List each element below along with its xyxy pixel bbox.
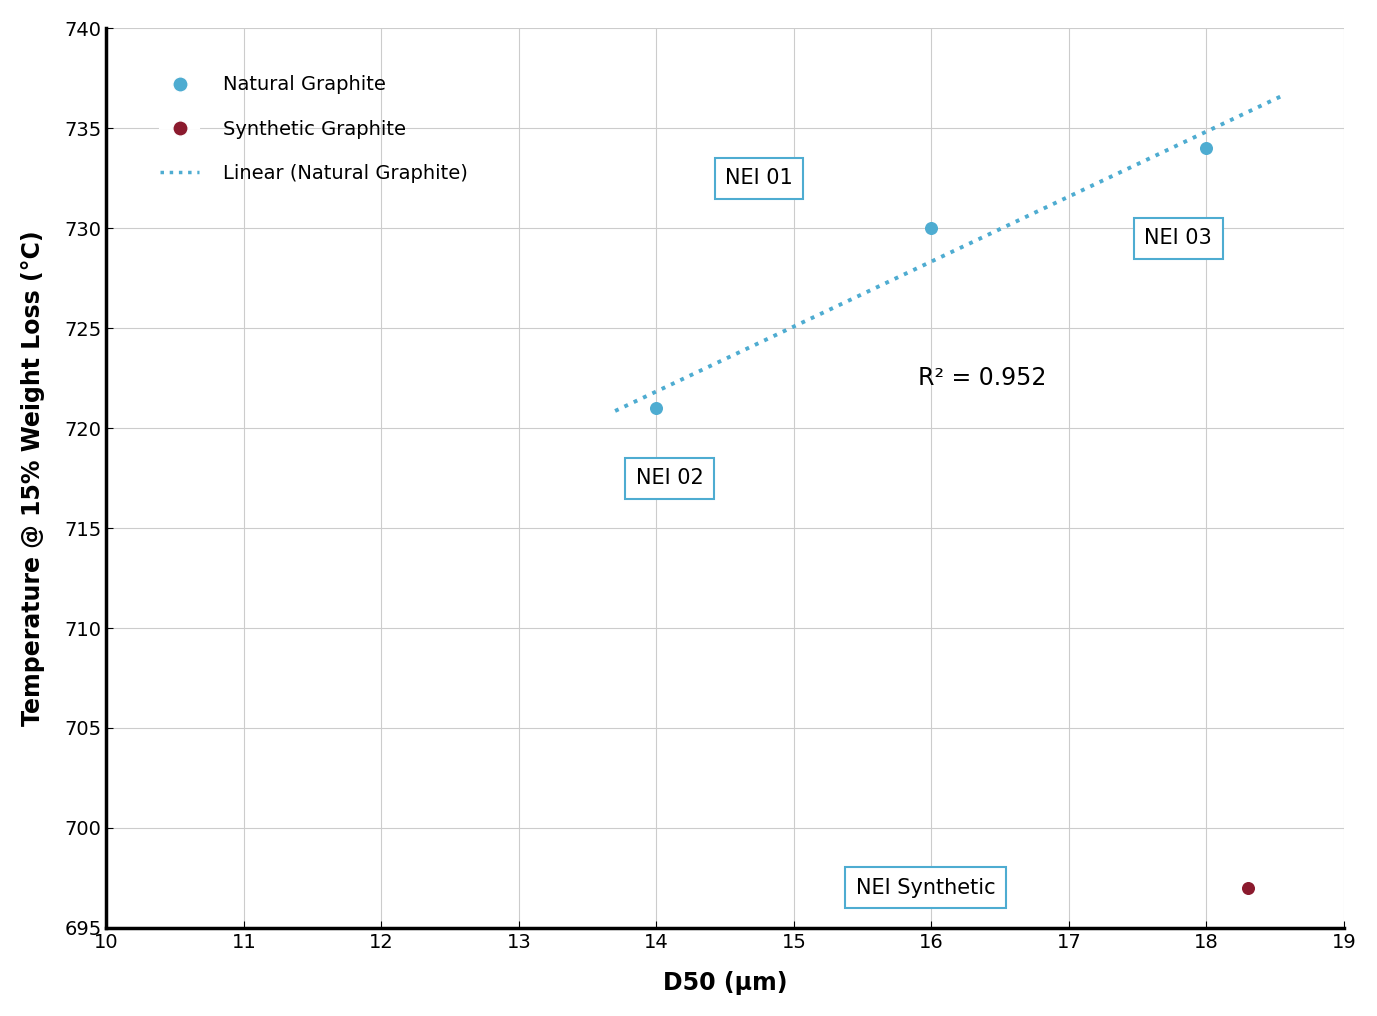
Point [1195,140,1217,156]
Text: NEI Synthetic: NEI Synthetic [855,878,996,898]
Point [1237,880,1259,896]
Text: NEI 01: NEI 01 [726,169,793,188]
Y-axis label: Temperature @ 15% Weight Loss (°C): Temperature @ 15% Weight Loss (°C) [21,231,45,725]
Point [920,220,942,237]
X-axis label: D50 (μm): D50 (μm) [662,971,788,995]
Text: NEI 02: NEI 02 [636,468,704,488]
Legend: Natural Graphite, Synthetic Graphite, Linear (Natural Graphite): Natural Graphite, Synthetic Graphite, Li… [140,56,487,202]
Text: R² = 0.952: R² = 0.952 [917,366,1047,390]
Text: NEI 03: NEI 03 [1144,229,1212,248]
Point [646,400,668,417]
